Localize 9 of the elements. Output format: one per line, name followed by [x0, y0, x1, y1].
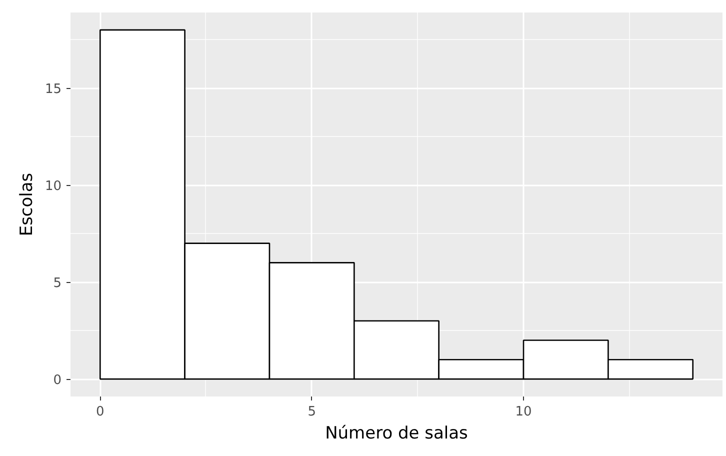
y-tick-label: 15 [44, 82, 62, 98]
x-tick-label: 5 [308, 404, 316, 420]
x-axis-title: Número de salas [325, 424, 468, 444]
y-tick-label: 0 [53, 373, 62, 388]
y-tick-label: 10 [44, 179, 62, 194]
x-tick-label: 10 [515, 404, 532, 420]
y-tick-label: 5 [53, 276, 62, 292]
y-axis-title: Escolas [16, 172, 37, 236]
x-tick-label: 0 [96, 404, 104, 420]
